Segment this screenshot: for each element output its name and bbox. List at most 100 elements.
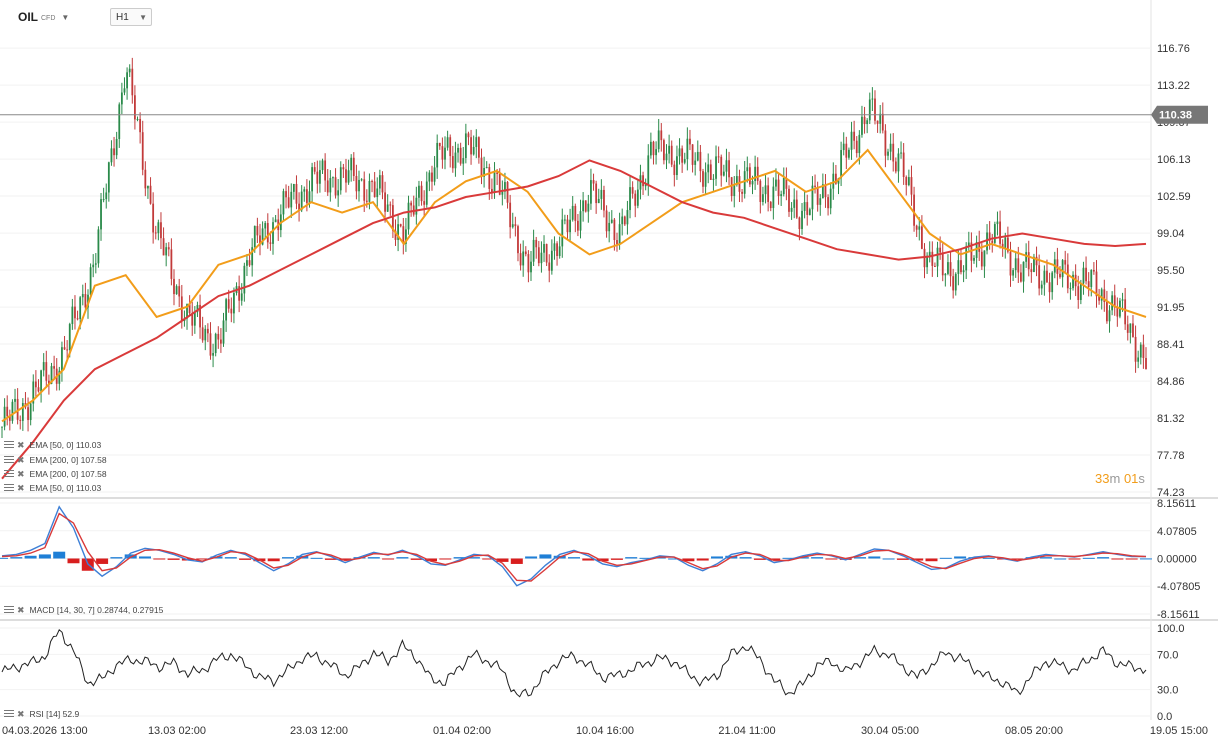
candle-body[interactable] xyxy=(947,262,949,274)
close-icon[interactable]: ✖ xyxy=(17,708,25,719)
candle-body[interactable] xyxy=(965,246,968,271)
candle-body[interactable] xyxy=(157,222,160,234)
candle-body[interactable] xyxy=(485,167,488,169)
candle-body[interactable] xyxy=(670,145,673,165)
candle-body[interactable] xyxy=(644,184,647,187)
candle-body[interactable] xyxy=(128,68,131,73)
close-icon[interactable]: ✖ xyxy=(17,439,25,450)
rsi-legend[interactable]: ✖ RSI [14] 52.9 xyxy=(4,708,79,720)
candle-body[interactable] xyxy=(1017,258,1020,273)
candle-body[interactable] xyxy=(113,148,115,156)
candle-body[interactable] xyxy=(522,251,525,266)
candle-body[interactable] xyxy=(668,145,671,154)
candle-body[interactable] xyxy=(1134,336,1137,362)
candle-body[interactable] xyxy=(944,273,947,276)
candle-body[interactable] xyxy=(259,235,261,245)
candle-body[interactable] xyxy=(251,247,254,266)
candle-body[interactable] xyxy=(477,137,480,158)
candle-body[interactable] xyxy=(999,221,1001,244)
candle-body[interactable] xyxy=(543,244,545,253)
candle-body[interactable] xyxy=(798,217,801,230)
candle-body[interactable] xyxy=(433,167,436,182)
candle-body[interactable] xyxy=(188,304,191,314)
candle-body[interactable] xyxy=(436,142,439,168)
candle-body[interactable] xyxy=(746,167,749,172)
macd-line[interactable] xyxy=(1,505,1146,587)
candle-body[interactable] xyxy=(980,251,983,267)
candle-body[interactable] xyxy=(1033,256,1035,273)
candle-body[interactable] xyxy=(1,426,3,428)
candle-body[interactable] xyxy=(517,226,519,254)
candle-body[interactable] xyxy=(449,137,452,157)
candle-body[interactable] xyxy=(92,264,95,268)
candle-body[interactable] xyxy=(754,166,757,182)
candle-body[interactable] xyxy=(733,184,736,197)
close-icon[interactable]: ✖ xyxy=(17,482,25,493)
candle-body[interactable] xyxy=(550,250,553,271)
candle-body[interactable] xyxy=(256,225,259,236)
candle-body[interactable] xyxy=(160,222,162,239)
candle-body[interactable] xyxy=(444,147,446,160)
candle-body[interactable] xyxy=(230,308,233,314)
candle-body[interactable] xyxy=(1072,274,1074,289)
candle-body[interactable] xyxy=(1012,270,1014,276)
candle-body[interactable] xyxy=(1066,264,1069,289)
candle-body[interactable] xyxy=(902,152,905,177)
candle-body[interactable] xyxy=(939,247,942,253)
candle-body[interactable] xyxy=(793,199,796,208)
candle-body[interactable] xyxy=(524,251,527,255)
candle-body[interactable] xyxy=(556,243,558,256)
candle-body[interactable] xyxy=(1100,289,1103,301)
candle-body[interactable] xyxy=(154,232,157,234)
candle-body[interactable] xyxy=(282,191,285,215)
candle-body[interactable] xyxy=(738,176,741,192)
candle-body[interactable] xyxy=(81,294,84,298)
candle-body[interactable] xyxy=(808,209,811,215)
candle-body[interactable] xyxy=(702,171,704,187)
candle-body[interactable] xyxy=(863,116,866,125)
candle-body[interactable] xyxy=(451,156,454,169)
candle-body[interactable] xyxy=(889,143,892,152)
candle-body[interactable] xyxy=(910,177,913,195)
candle-body[interactable] xyxy=(993,224,996,243)
candle-body[interactable] xyxy=(319,170,321,184)
candle-body[interactable] xyxy=(775,179,777,187)
candle-body[interactable] xyxy=(571,205,574,220)
candle-body[interactable] xyxy=(642,175,644,187)
candle-body[interactable] xyxy=(501,191,504,195)
candle-body[interactable] xyxy=(821,184,824,199)
candle-body[interactable] xyxy=(397,224,400,240)
candle-body[interactable] xyxy=(193,312,196,326)
candle-body[interactable] xyxy=(334,177,337,196)
candle-body[interactable] xyxy=(102,199,105,201)
candle-body[interactable] xyxy=(590,180,592,204)
candle-body[interactable] xyxy=(957,260,960,274)
legend-item[interactable]: ✖ EMA [50, 0] 110.03 xyxy=(4,482,101,494)
candle-body[interactable] xyxy=(657,130,660,150)
candle-body[interactable] xyxy=(1040,284,1043,289)
candle-body[interactable] xyxy=(1064,260,1067,265)
candle-body[interactable] xyxy=(608,222,611,232)
timeframe-selector[interactable]: H1 ▼ xyxy=(110,8,152,26)
candle-body[interactable] xyxy=(1108,310,1111,322)
candle-body[interactable] xyxy=(1085,267,1087,282)
candle-body[interactable] xyxy=(42,362,45,371)
candle-body[interactable] xyxy=(806,202,809,215)
candle-body[interactable] xyxy=(660,130,663,141)
candle-body[interactable] xyxy=(561,219,564,247)
candle-body[interactable] xyxy=(126,72,128,89)
candle-body[interactable] xyxy=(446,137,449,148)
candle-body[interactable] xyxy=(428,172,431,182)
settings-icon[interactable] xyxy=(4,710,14,718)
candle-body[interactable] xyxy=(1025,252,1028,262)
rsi-panel[interactable] xyxy=(1,628,1147,698)
candle-body[interactable] xyxy=(311,167,314,192)
candle-body[interactable] xyxy=(227,299,230,309)
candle-body[interactable] xyxy=(918,226,921,230)
candle-body[interactable] xyxy=(1139,344,1142,358)
candle-body[interactable] xyxy=(548,262,551,271)
candle-body[interactable] xyxy=(728,160,730,178)
candle-body[interactable] xyxy=(1001,243,1004,249)
candle-body[interactable] xyxy=(712,178,715,180)
candle-body[interactable] xyxy=(960,260,962,273)
